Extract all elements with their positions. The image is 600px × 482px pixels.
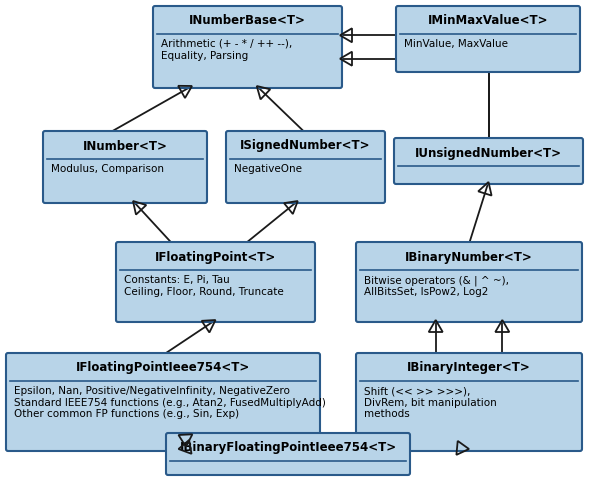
Text: IBinaryFloatingPointIeee754<T>: IBinaryFloatingPointIeee754<T> [179, 442, 397, 455]
Text: INumberBase<T>: INumberBase<T> [189, 14, 306, 27]
Text: Constants: E, Pi, Tau
Ceiling, Floor, Round, Truncate: Constants: E, Pi, Tau Ceiling, Floor, Ro… [124, 275, 284, 296]
Text: IFloatingPointIeee754<T>: IFloatingPointIeee754<T> [76, 362, 250, 375]
Text: ISignedNumber<T>: ISignedNumber<T> [240, 139, 371, 152]
FancyBboxPatch shape [43, 131, 207, 203]
FancyBboxPatch shape [396, 6, 580, 72]
Text: NegativeOne: NegativeOne [234, 164, 302, 174]
Text: IFloatingPoint<T>: IFloatingPoint<T> [155, 251, 276, 264]
Text: Epsilon, Nan, Positive/NegativeInfinity, NegativeZero
Standard IEEE754 functions: Epsilon, Nan, Positive/NegativeInfinity,… [14, 386, 326, 419]
FancyBboxPatch shape [226, 131, 385, 203]
Text: IUnsignedNumber<T>: IUnsignedNumber<T> [415, 147, 562, 160]
FancyBboxPatch shape [356, 242, 582, 322]
Text: IMinMaxValue<T>: IMinMaxValue<T> [428, 14, 548, 27]
Text: MinValue, MaxValue: MinValue, MaxValue [404, 39, 508, 49]
Text: Modulus, Comparison: Modulus, Comparison [51, 164, 164, 174]
FancyBboxPatch shape [116, 242, 315, 322]
Text: Arithmetic (+ - * / ++ --),
Equality, Parsing: Arithmetic (+ - * / ++ --), Equality, Pa… [161, 39, 292, 61]
Text: Bitwise operators (& | ^ ~),
AllBitsSet, IsPow2, Log2: Bitwise operators (& | ^ ~), AllBitsSet,… [364, 275, 509, 297]
FancyBboxPatch shape [394, 138, 583, 184]
FancyBboxPatch shape [356, 353, 582, 451]
Text: IBinaryInteger<T>: IBinaryInteger<T> [407, 362, 531, 375]
Text: IBinaryNumber<T>: IBinaryNumber<T> [405, 251, 533, 264]
FancyBboxPatch shape [153, 6, 342, 88]
FancyBboxPatch shape [166, 433, 410, 475]
FancyBboxPatch shape [6, 353, 320, 451]
Text: INumber<T>: INumber<T> [83, 139, 167, 152]
Text: Shift (<< >> >>>),
DivRem, bit manipulation
methods: Shift (<< >> >>>), DivRem, bit manipulat… [364, 386, 497, 419]
